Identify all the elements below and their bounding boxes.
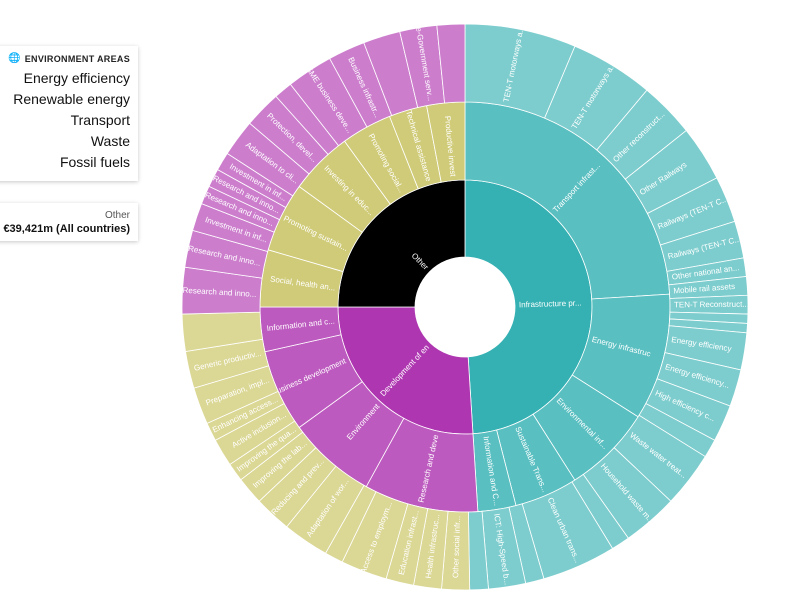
selection-total-box: Other €39,421m (All countries): [0, 203, 138, 241]
selected-category: Other: [104, 210, 130, 221]
selected-amount: €39,421m (All countries): [3, 223, 130, 235]
segment-label: Infrastructure pr...: [519, 298, 582, 309]
globe-icon: 🌐: [7, 53, 21, 64]
segment-label: Research and inno...: [182, 286, 256, 299]
legend-item-waste[interactable]: Waste: [90, 133, 130, 149]
legend-item-transport[interactable]: Transport: [70, 112, 130, 128]
legend-title: ENVIRONMENT AREAS: [24, 54, 130, 64]
legend-item-fossil-fuels[interactable]: Fossil fuels: [59, 154, 130, 170]
center-hole: [415, 257, 515, 357]
environment-areas-legend: 🌐 ENVIRONMENT AREAS Energy efficiency Re…: [0, 46, 138, 181]
legend-item-energy-efficiency[interactable]: Energy efficiency: [23, 70, 130, 86]
segment-label: TEN-T Reconstruct...: [674, 300, 749, 310]
sunburst-segment[interactable]: [436, 23, 466, 104]
segment-label: Other social infr...: [451, 516, 462, 579]
legend-header: 🌐 ENVIRONMENT AREAS: [0, 53, 130, 65]
legend-item-renewable-energy[interactable]: Renewable energy: [13, 91, 130, 107]
